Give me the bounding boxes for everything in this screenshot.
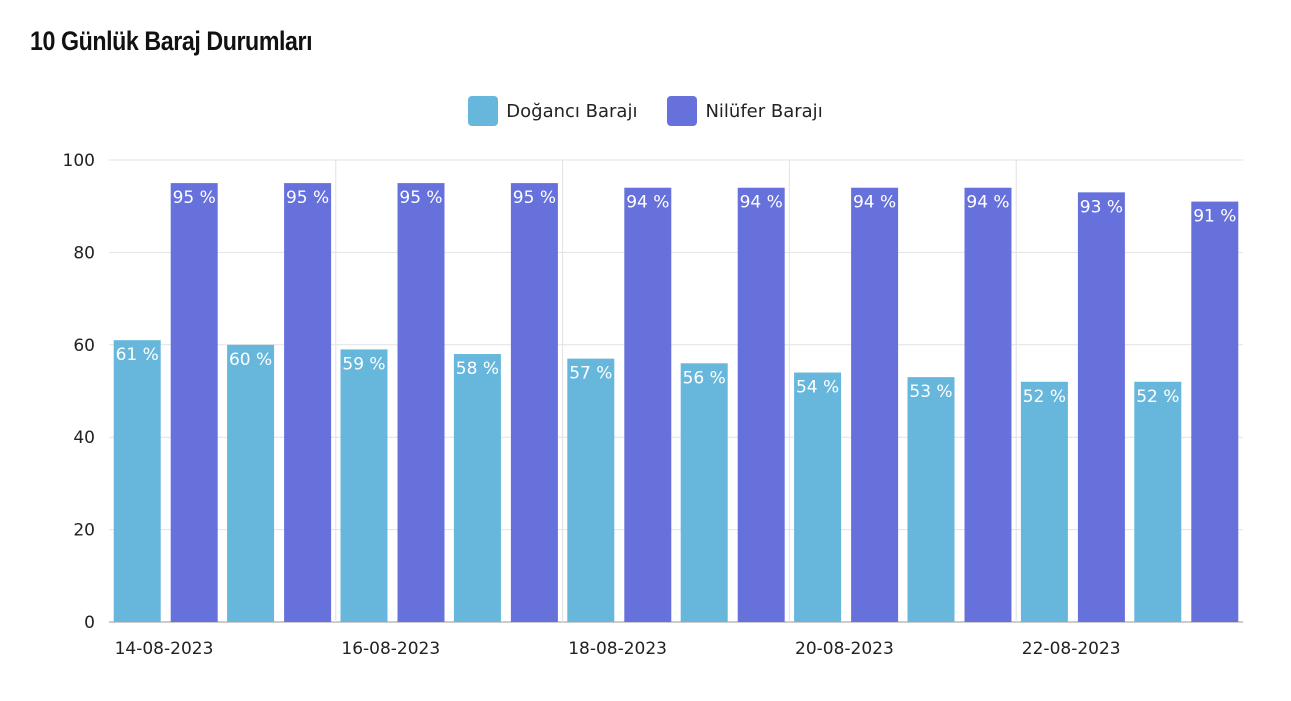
bar-value-label: 57 % — [569, 364, 612, 384]
bar-value-label: 54 % — [796, 378, 839, 398]
bar[interactable] — [964, 187, 1012, 622]
bar[interactable] — [907, 377, 955, 622]
bar[interactable] — [794, 372, 842, 622]
bar[interactable] — [113, 340, 161, 622]
bar-value-label: 52 % — [1136, 387, 1179, 407]
bar-value-label: 53 % — [909, 382, 952, 402]
bar[interactable] — [737, 187, 785, 622]
bar-value-label: 95 % — [286, 188, 329, 208]
legend-label-nilufer: Nilüfer Barajı — [705, 100, 823, 122]
bar-value-label: 93 % — [1080, 197, 1123, 217]
bar-value-label: 61 % — [116, 345, 159, 365]
bar[interactable] — [567, 358, 615, 622]
bar-value-label: 94 % — [853, 193, 896, 213]
legend: Doğancı Barajı Nilüfer Barajı — [0, 96, 1291, 126]
legend-swatch-dogancı — [468, 96, 499, 126]
y-tick-label: 40 — [73, 428, 95, 448]
legend-label-dogancı: Doğancı Barajı — [506, 100, 638, 122]
x-tick-label: 14-08-2023 — [115, 639, 214, 659]
bar-value-label: 94 % — [966, 193, 1009, 213]
bar-value-label: 52 % — [1023, 387, 1066, 407]
legend-item-dogancı[interactable]: Doğancı Barajı — [468, 96, 637, 126]
bar-value-label: 94 % — [740, 193, 783, 213]
bar[interactable] — [340, 349, 388, 622]
bar[interactable] — [453, 354, 501, 622]
bar-value-label: 58 % — [456, 359, 499, 379]
bar-value-label: 95 % — [399, 188, 442, 208]
bar[interactable] — [1077, 192, 1125, 622]
bar[interactable] — [680, 363, 728, 622]
bar-value-label: 95 % — [513, 188, 556, 208]
x-tick-label: 18-08-2023 — [568, 639, 667, 659]
x-tick-label: 22-08-2023 — [1022, 639, 1121, 659]
y-tick-label: 80 — [73, 243, 95, 263]
y-tick-label: 20 — [73, 521, 95, 541]
y-tick-label: 60 — [73, 336, 95, 356]
bar[interactable] — [397, 183, 445, 622]
bar[interactable] — [510, 183, 558, 622]
bar-value-label: 94 % — [626, 193, 669, 213]
y-tick-label: 100 — [63, 151, 95, 171]
bar-value-label: 91 % — [1193, 207, 1236, 227]
bar[interactable] — [1134, 381, 1182, 622]
chart-title: 10 Günlük Baraj Durumları — [30, 26, 313, 56]
bar[interactable] — [284, 183, 332, 622]
bar-value-label: 60 % — [229, 350, 272, 370]
bar[interactable] — [227, 344, 275, 622]
bar[interactable] — [851, 187, 899, 622]
legend-item-nilufer[interactable]: Nilüfer Barajı — [667, 96, 823, 126]
y-tick-label: 0 — [84, 613, 95, 633]
bar[interactable] — [1191, 201, 1239, 622]
x-tick-label: 20-08-2023 — [795, 639, 894, 659]
legend-swatch-nilufer — [667, 96, 698, 126]
bar[interactable] — [170, 183, 218, 622]
bar-value-label: 56 % — [683, 368, 726, 388]
bar-value-label: 95 % — [173, 188, 216, 208]
bar[interactable] — [624, 187, 672, 622]
bar[interactable] — [1020, 381, 1068, 622]
bar-value-label: 59 % — [342, 354, 385, 374]
x-tick-label: 16-08-2023 — [341, 639, 440, 659]
